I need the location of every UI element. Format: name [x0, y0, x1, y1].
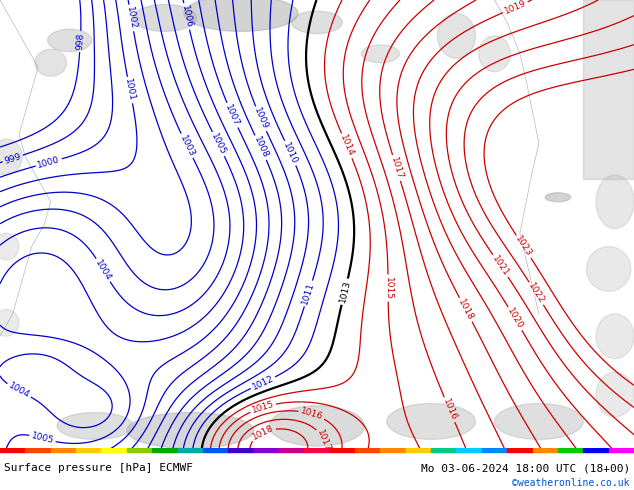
- Ellipse shape: [57, 413, 133, 440]
- Text: 1018: 1018: [456, 297, 475, 322]
- Text: 1021: 1021: [490, 254, 510, 278]
- Text: 1015: 1015: [384, 276, 392, 299]
- Bar: [228, 448, 254, 452]
- Text: 1016: 1016: [299, 406, 324, 421]
- Bar: [533, 448, 559, 452]
- Text: 1019: 1019: [503, 0, 527, 16]
- Text: 1009: 1009: [252, 106, 269, 131]
- Text: 999: 999: [3, 151, 22, 166]
- Text: 1013: 1013: [338, 279, 352, 304]
- Bar: [380, 448, 406, 452]
- Bar: [431, 448, 457, 452]
- Text: Surface pressure [hPa] ECMWF: Surface pressure [hPa] ECMWF: [4, 463, 193, 473]
- Bar: [254, 448, 280, 452]
- Bar: [25, 448, 51, 452]
- Text: 1007: 1007: [224, 103, 241, 127]
- Text: 1011: 1011: [301, 281, 316, 306]
- Ellipse shape: [586, 246, 631, 292]
- Text: 1008: 1008: [252, 135, 269, 160]
- Bar: [558, 448, 584, 452]
- Ellipse shape: [184, 0, 298, 31]
- Text: 1005: 1005: [209, 132, 228, 156]
- Bar: [0, 448, 26, 452]
- Ellipse shape: [596, 314, 634, 359]
- Bar: [279, 448, 305, 452]
- Bar: [178, 448, 204, 452]
- Text: 1010: 1010: [281, 141, 299, 166]
- Text: 1018: 1018: [250, 423, 275, 442]
- Text: 1023: 1023: [514, 235, 534, 259]
- Ellipse shape: [0, 233, 19, 260]
- Ellipse shape: [35, 49, 67, 76]
- Ellipse shape: [545, 193, 571, 202]
- Bar: [456, 448, 482, 452]
- Text: 1004: 1004: [7, 381, 31, 400]
- Bar: [330, 448, 356, 452]
- Bar: [101, 448, 127, 452]
- Bar: [583, 0, 634, 179]
- Ellipse shape: [437, 13, 476, 58]
- Bar: [609, 448, 634, 452]
- Text: 1017: 1017: [389, 156, 404, 180]
- Text: 1022: 1022: [526, 281, 546, 306]
- Text: 1003: 1003: [178, 134, 196, 158]
- Bar: [203, 448, 229, 452]
- Ellipse shape: [361, 45, 399, 63]
- Bar: [355, 448, 381, 452]
- Bar: [583, 448, 609, 452]
- Ellipse shape: [0, 139, 22, 175]
- Text: 1001: 1001: [124, 78, 136, 102]
- Bar: [152, 448, 178, 452]
- Text: 1017: 1017: [315, 429, 332, 454]
- Ellipse shape: [0, 309, 19, 336]
- Text: 1000: 1000: [37, 155, 61, 170]
- Ellipse shape: [292, 11, 342, 34]
- Bar: [304, 448, 330, 452]
- Text: 1004: 1004: [93, 258, 113, 282]
- Text: Mo 03-06-2024 18:00 UTC (18+00): Mo 03-06-2024 18:00 UTC (18+00): [421, 463, 630, 473]
- Text: ©weatheronline.co.uk: ©weatheronline.co.uk: [512, 478, 630, 488]
- Ellipse shape: [269, 406, 365, 446]
- Ellipse shape: [133, 4, 197, 31]
- Text: 1014: 1014: [338, 134, 355, 158]
- Ellipse shape: [127, 413, 254, 448]
- Text: 1016: 1016: [441, 397, 458, 422]
- Bar: [51, 448, 77, 452]
- Bar: [406, 448, 432, 452]
- Ellipse shape: [596, 372, 634, 417]
- Bar: [127, 448, 153, 452]
- Bar: [76, 448, 102, 452]
- Ellipse shape: [495, 404, 583, 440]
- Text: 1005: 1005: [30, 432, 55, 445]
- Ellipse shape: [596, 175, 634, 229]
- Ellipse shape: [479, 36, 510, 72]
- Ellipse shape: [387, 404, 476, 440]
- Text: 998: 998: [75, 32, 86, 50]
- Text: 1020: 1020: [505, 307, 525, 331]
- Ellipse shape: [48, 29, 92, 51]
- Text: 1002: 1002: [125, 6, 138, 30]
- Text: 1012: 1012: [250, 374, 275, 392]
- Text: 1006: 1006: [180, 4, 193, 28]
- Bar: [482, 448, 508, 452]
- Text: 1015: 1015: [250, 400, 275, 415]
- Bar: [507, 448, 533, 452]
